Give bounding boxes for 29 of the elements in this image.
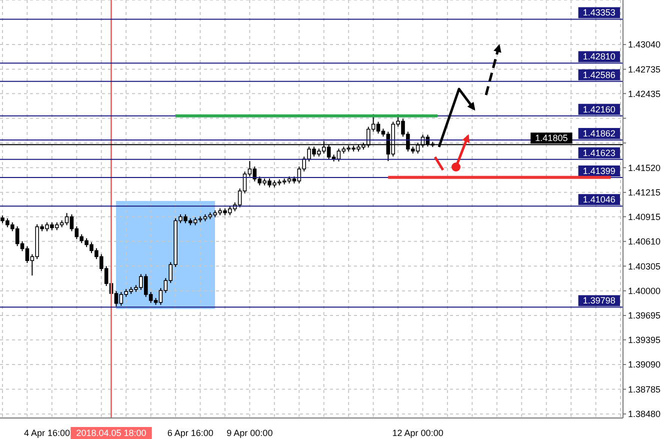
ref-line-label: 1.41862 (582, 128, 616, 138)
x-tick-label: 4 Apr 16:00 (24, 428, 70, 438)
ref-line-label: 1.41623 (582, 148, 616, 158)
y-tick-label: 1.39090 (628, 360, 661, 370)
y-tick-label: 1.38785 (628, 384, 661, 394)
y-tick-label: 1.42435 (628, 88, 661, 99)
y-tick-label: 1.42735 (628, 64, 661, 74)
y-tick-label: 1.39695 (628, 310, 661, 321)
ref-line-label: 1.42160 (582, 104, 616, 114)
ref-line-label: 1.41805 (535, 133, 568, 144)
y-tick-label: 1.43040 (628, 40, 661, 50)
y-tick-label: 1.40915 (628, 212, 661, 222)
y-tick-label: 1.41520 (628, 162, 661, 173)
y-tick-label: 1.41215 (628, 188, 661, 198)
ref-line-label: 1.42810 (582, 52, 616, 62)
y-tick-label: 1.40305 (628, 261, 661, 272)
x-tick-label: 12 Apr 00:00 (392, 428, 444, 438)
x-tick-label: 9 Apr 00:00 (226, 428, 273, 438)
y-tick-label: 1.38480 (628, 409, 661, 420)
ref-line-label: 1.41399 (582, 166, 616, 176)
ref-line-label: 1.41046 (582, 194, 616, 205)
ref-line-label: 1.43353 (582, 8, 616, 18)
x-tick-label: 6 Apr 16:00 (167, 428, 214, 438)
y-tick-label: 1.39395 (628, 335, 661, 346)
ref-line-label: 1.39798 (582, 296, 616, 306)
y-tick-label: 1.40000 (628, 286, 661, 296)
y-tick-label: 1.40610 (628, 236, 661, 247)
ref-line-label: 1.42586 (582, 70, 616, 80)
x-tick-label: 2018.04.05 18:00 (76, 428, 146, 438)
